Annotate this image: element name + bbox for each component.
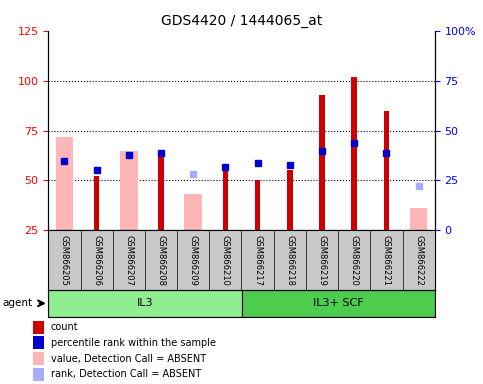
Text: rank, Detection Call = ABSENT: rank, Detection Call = ABSENT [51, 369, 201, 379]
Text: GSM866209: GSM866209 [189, 235, 198, 286]
Text: GSM866207: GSM866207 [124, 235, 133, 286]
Bar [255, 180, 260, 230]
Text: GSM866218: GSM866218 [285, 235, 294, 286]
Bar [351, 77, 357, 230]
Bar [384, 111, 389, 230]
Bar [158, 151, 164, 230]
Bar [120, 151, 138, 230]
Bar [33, 368, 44, 381]
Bar [56, 137, 73, 230]
Bar [33, 321, 44, 334]
Bar [410, 209, 427, 230]
Text: IL3+ SCF: IL3+ SCF [313, 298, 363, 308]
Text: GSM866206: GSM866206 [92, 235, 101, 286]
Bar [33, 336, 44, 349]
Bar [94, 177, 99, 230]
Text: GSM866208: GSM866208 [156, 235, 166, 286]
Bar [242, 290, 435, 317]
Text: value, Detection Call = ABSENT: value, Detection Call = ABSENT [51, 354, 206, 364]
Text: GSM866221: GSM866221 [382, 235, 391, 286]
Text: GSM866220: GSM866220 [350, 235, 359, 286]
Text: percentile rank within the sample: percentile rank within the sample [51, 338, 216, 348]
Bar [33, 352, 44, 365]
Text: count: count [51, 322, 78, 332]
Text: GSM866205: GSM866205 [60, 235, 69, 286]
Text: GSM866217: GSM866217 [253, 235, 262, 286]
Text: GSM866219: GSM866219 [317, 235, 327, 286]
Title: GDS4420 / 1444065_at: GDS4420 / 1444065_at [161, 14, 322, 28]
Bar [319, 94, 325, 230]
Bar [185, 194, 202, 230]
Bar [223, 167, 228, 230]
Text: GSM866222: GSM866222 [414, 235, 423, 286]
Text: IL3: IL3 [137, 298, 153, 308]
Bar [48, 290, 242, 317]
Text: agent: agent [2, 298, 32, 308]
Text: GSM866210: GSM866210 [221, 235, 230, 286]
Bar [287, 170, 293, 230]
